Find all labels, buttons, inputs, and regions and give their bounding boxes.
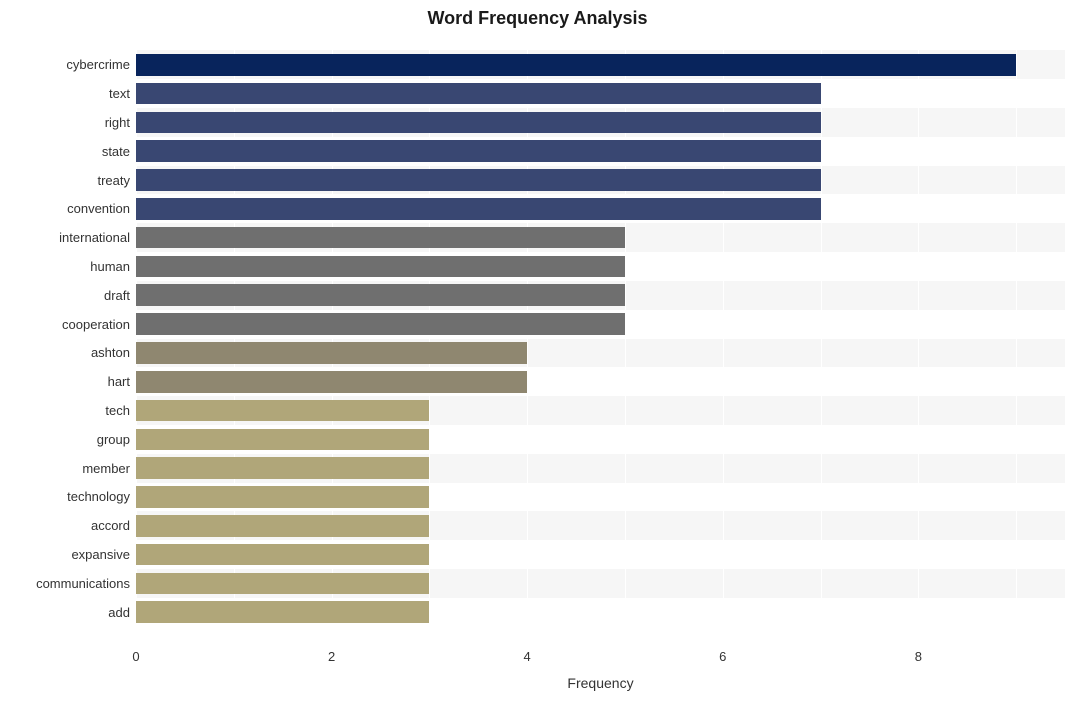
x-tick-label: 4 <box>524 649 531 664</box>
y-tick-label: right <box>105 116 130 129</box>
bar <box>136 284 625 306</box>
bar <box>136 198 821 220</box>
bar <box>136 457 429 479</box>
bar <box>136 112 821 134</box>
bar <box>136 573 429 595</box>
y-tick-label: technology <box>67 490 130 503</box>
bar <box>136 544 429 566</box>
bar <box>136 371 527 393</box>
y-tick-label: ashton <box>91 346 130 359</box>
bar <box>136 140 821 162</box>
x-axis-label: Frequency <box>136 675 1065 691</box>
y-tick-label: tech <box>105 404 130 417</box>
y-tick-label: cybercrime <box>66 58 130 71</box>
bar <box>136 342 527 364</box>
y-tick-label: add <box>108 606 130 619</box>
bar <box>136 313 625 335</box>
y-tick-label: cooperation <box>62 318 130 331</box>
y-tick-label: international <box>59 231 130 244</box>
bar <box>136 83 821 105</box>
y-tick-label: hart <box>108 375 130 388</box>
bar <box>136 169 821 191</box>
x-tick-label: 0 <box>132 649 139 664</box>
bar <box>136 429 429 451</box>
bar <box>136 400 429 422</box>
y-tick-label: state <box>102 145 130 158</box>
grid-minor <box>821 36 822 641</box>
chart-title: Word Frequency Analysis <box>0 8 1075 29</box>
y-tick-label: communications <box>36 577 130 590</box>
plot-area <box>136 36 1065 641</box>
y-tick-label: accord <box>91 519 130 532</box>
bar <box>136 486 429 508</box>
chart-container: Word Frequency Analysis Frequency cyberc… <box>0 0 1075 701</box>
y-tick-label: expansive <box>71 548 130 561</box>
x-tick-label: 8 <box>915 649 922 664</box>
bar <box>136 256 625 278</box>
y-tick-label: draft <box>104 289 130 302</box>
bar <box>136 54 1016 76</box>
bar <box>136 227 625 249</box>
y-tick-label: convention <box>67 202 130 215</box>
y-tick-label: group <box>97 433 130 446</box>
x-tick-label: 2 <box>328 649 335 664</box>
y-tick-label: human <box>90 260 130 273</box>
bar <box>136 601 429 623</box>
y-tick-label: member <box>82 462 130 475</box>
y-tick-label: text <box>109 87 130 100</box>
grid-minor <box>1016 36 1017 641</box>
y-tick-label: treaty <box>97 174 130 187</box>
x-tick-label: 6 <box>719 649 726 664</box>
bar <box>136 515 429 537</box>
grid-major <box>918 36 919 641</box>
